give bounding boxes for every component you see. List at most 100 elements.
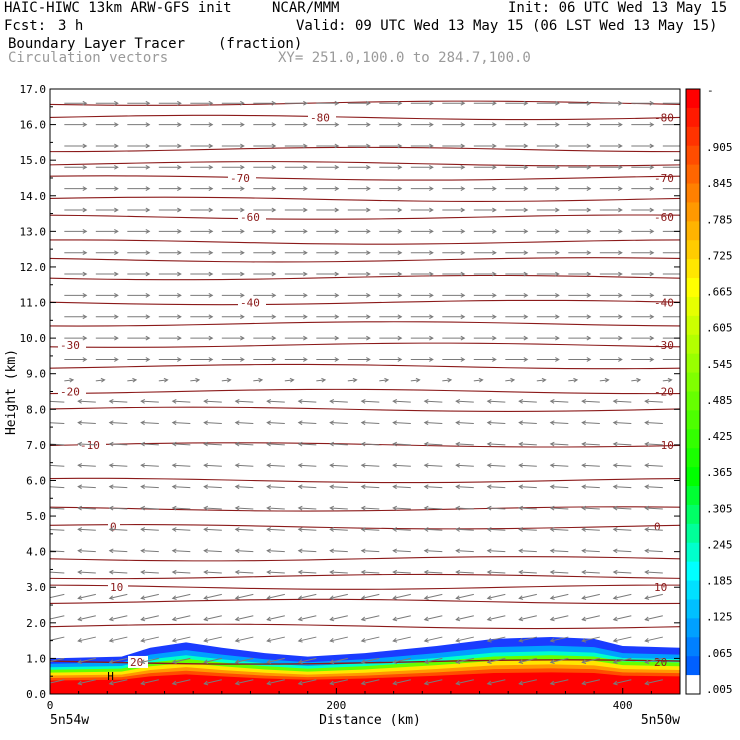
wind-vector	[613, 615, 632, 621]
wind-vector-head	[618, 314, 623, 320]
wind-vector-head	[271, 293, 277, 298]
wind-vector	[78, 528, 96, 531]
wind-vector	[127, 379, 137, 382]
wind-vector-head	[82, 293, 88, 298]
wind-vector-head	[455, 420, 461, 426]
colorbar-segment	[686, 467, 700, 487]
wind-vector	[519, 636, 537, 642]
wind-vector	[582, 615, 600, 621]
wind-vector-head	[397, 143, 403, 149]
wind-vector-head	[360, 399, 366, 404]
wind-vector-head	[177, 207, 182, 213]
wind-vector-head	[429, 314, 434, 320]
isotherm-line-24	[50, 598, 680, 605]
wind-vector-head	[523, 143, 529, 149]
colorbar-label: .245	[706, 538, 733, 551]
wind-vector-head	[77, 463, 83, 468]
wind-vector-head	[108, 638, 114, 643]
x-tick-label: 400	[613, 699, 633, 712]
wind-vector-head	[423, 616, 429, 622]
wind-vector	[613, 657, 632, 663]
wind-vector-head	[549, 616, 555, 622]
wind-vector-head	[618, 100, 623, 106]
wind-vector-head	[586, 271, 592, 277]
wind-vector-head	[649, 100, 655, 106]
model-title: HAIC-HIWC 13km ARW-GFS init	[4, 0, 232, 16]
wind-vector-head	[177, 143, 182, 149]
wind-vector-head	[555, 164, 560, 170]
wind-vector	[204, 550, 222, 553]
wind-vector-head	[523, 250, 529, 256]
wind-vector-head	[114, 250, 119, 256]
wind-vector-head	[140, 441, 146, 447]
wind-vector-head	[366, 207, 371, 213]
wind-vector-head	[303, 207, 308, 213]
isotherm-label-bg	[238, 211, 266, 224]
wind-vector	[393, 679, 411, 685]
wind-vector-head	[423, 595, 429, 600]
wind-vector-head	[77, 659, 83, 664]
wind-vector	[361, 422, 380, 425]
wind-vector-head	[397, 164, 403, 170]
wind-vector	[456, 571, 474, 574]
wind-vector-head	[423, 680, 429, 686]
wind-vector-head	[397, 228, 403, 234]
colorbar-segment	[686, 637, 700, 657]
wind-vector-head	[352, 377, 358, 383]
plot-area: -80 -80 -70 -70 -60 -60 -40 -40 -30 -30 -20 -20 -10 -…	[50, 100, 680, 694]
wind-vector	[267, 486, 285, 489]
wind-vector	[172, 550, 191, 553]
wind-vector-head	[271, 100, 277, 106]
y-tick-label: 14.0	[20, 190, 47, 203]
wind-vector-head	[392, 463, 398, 468]
wind-vector-head	[271, 335, 277, 341]
wind-vector	[613, 593, 632, 599]
wind-vector-head	[397, 314, 403, 320]
wind-vector-head	[492, 271, 497, 277]
wind-vector-head	[177, 314, 182, 320]
wind-vector	[298, 615, 317, 621]
wind-vector	[267, 636, 285, 642]
wind-vector-head	[266, 638, 272, 643]
wind-vector-head	[271, 228, 277, 234]
wind-vector-head	[334, 357, 340, 362]
wind-vector-head	[612, 441, 618, 447]
wind-vector-head	[586, 335, 592, 341]
wind-vector	[235, 550, 254, 553]
isotherm-label-bg	[238, 296, 266, 309]
wind-vector-head	[581, 463, 587, 468]
colorbar-segment	[686, 561, 700, 582]
wind-vector	[267, 400, 285, 403]
wind-vector	[456, 486, 474, 489]
wind-vector-head	[360, 527, 366, 532]
wind-vector-head	[360, 680, 366, 686]
wind-vector-head	[523, 314, 529, 320]
wind-vector	[424, 550, 443, 553]
wind-vector-head	[492, 250, 497, 256]
isotherm-label-right: 20	[654, 656, 667, 669]
wind-vector-head	[644, 569, 650, 575]
wind-vector-head	[77, 527, 83, 532]
wind-vector	[487, 528, 506, 531]
wind-vector	[158, 379, 168, 382]
wind-vector-head	[329, 548, 335, 554]
wind-vector-head	[581, 616, 587, 622]
wind-vector-head	[549, 569, 555, 575]
wind-vector-head	[108, 484, 114, 490]
wind-vector-head	[397, 122, 403, 127]
wind-vector	[424, 636, 443, 642]
wind-vector	[298, 657, 317, 663]
wind-vector-head	[492, 207, 497, 213]
isotherm-line-25	[50, 623, 680, 630]
wind-vector	[235, 507, 254, 510]
wind-vector	[204, 657, 222, 663]
wind-vector	[645, 400, 663, 403]
isotherm-label-right: -60	[654, 211, 674, 224]
wind-vector	[50, 400, 65, 403]
wind-vector-head	[145, 250, 151, 256]
isotherm-label-bg	[58, 339, 86, 352]
wind-vector-head	[114, 228, 119, 234]
wind-vector-head	[266, 505, 272, 511]
wind-vector	[456, 593, 474, 599]
wind-vector-head	[240, 335, 245, 341]
